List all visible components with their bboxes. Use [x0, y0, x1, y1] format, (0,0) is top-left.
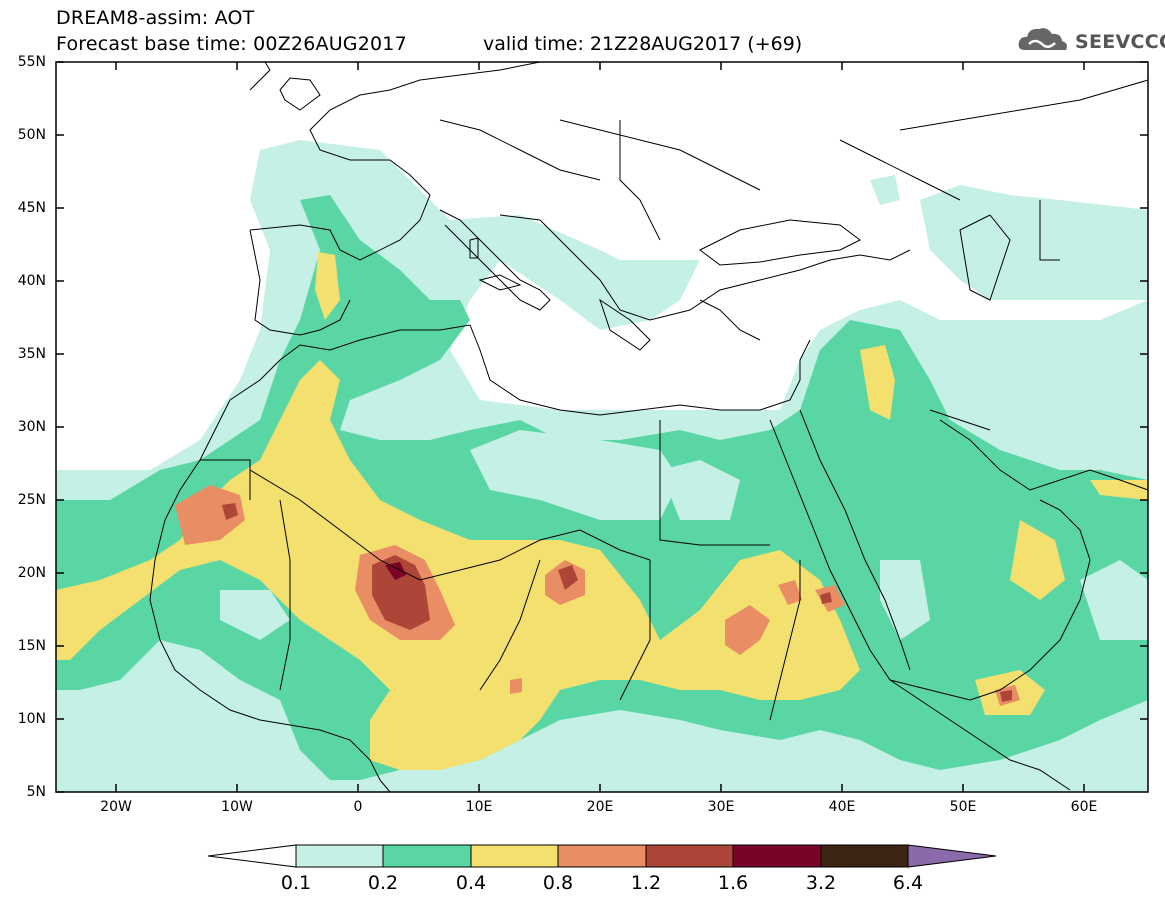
- seevccc-logo: SEEVCCC: [1015, 22, 1165, 58]
- colorbar-label-1.6: 1.6: [717, 872, 749, 894]
- lat-label-25n: 25N: [17, 492, 46, 508]
- colorbar-swatch-3.2: [820, 844, 909, 868]
- colorbar-label-0.2: 0.2: [367, 872, 399, 894]
- forecast-base-time: Forecast base time: 00Z26AUG2017: [56, 33, 407, 55]
- lon-label-20e: 20E: [586, 799, 614, 815]
- colorbar-label-0.1: 0.1: [280, 872, 312, 894]
- lon-label-20w: 20W: [100, 799, 132, 815]
- colorbar-label-1.2: 1.2: [630, 872, 662, 894]
- aot-shading: [56, 62, 1148, 792]
- colorbar-lower-triangle: [207, 844, 297, 868]
- valid-time: valid time: 21Z28AUG2017 (+69): [483, 33, 803, 55]
- colorbar-label-0.8: 0.8: [542, 872, 574, 894]
- colorbar-label-6.4: 6.4: [892, 872, 924, 894]
- lon-label-60e: 60E: [1070, 799, 1098, 815]
- cloud-logo-icon: [1018, 28, 1067, 50]
- colorbar-swatch-1.6: [732, 844, 822, 868]
- lat-label-40n: 40N: [17, 273, 46, 289]
- colorbar-upper-triangle: [907, 844, 997, 868]
- lon-label-50e: 50E: [949, 799, 977, 815]
- colorbar-swatch-0.1: [295, 844, 384, 868]
- lon-label-30e: 30E: [707, 799, 735, 815]
- colorbar-swatch-1.2: [645, 844, 734, 868]
- colorbar-label-3.2: 3.2: [805, 872, 837, 894]
- lat-label-10n: 10N: [17, 711, 46, 727]
- colorbar-swatch-0.4: [470, 844, 559, 868]
- lat-label-50n: 50N: [17, 127, 46, 143]
- lat-label-15n: 15N: [17, 638, 46, 654]
- aot-contour-0.8: [175, 485, 245, 545]
- axis-ticks: [56, 61, 1148, 793]
- colorbar-swatch-0.2: [382, 844, 472, 868]
- colorbar-label-0.4: 0.4: [455, 872, 487, 894]
- lat-label-55n: 55N: [17, 54, 46, 70]
- lat-label-45n: 45N: [17, 200, 46, 216]
- lon-label-0: 0: [353, 799, 363, 815]
- aot-contour-1.2: [372, 555, 430, 630]
- lat-label-20n: 20N: [17, 565, 46, 581]
- lon-label-40e: 40E: [828, 799, 856, 815]
- lon-label-10w: 10W: [221, 799, 253, 815]
- colorbar: [207, 844, 997, 868]
- logo-text: SEEVCCC: [1075, 31, 1165, 53]
- aot-contour-0.4: [56, 360, 860, 770]
- lat-label-35n: 35N: [17, 346, 46, 362]
- chart-title: DREAM8-assim: AOT: [56, 7, 255, 29]
- lat-label-30n: 30N: [17, 419, 46, 435]
- colorbar-swatch-0.8: [557, 844, 647, 868]
- coastlines: [149, 62, 1148, 792]
- aot-contour-1.6: [385, 562, 406, 580]
- lat-label-5n: 5N: [26, 784, 46, 800]
- lon-label-10e: 10E: [465, 799, 493, 815]
